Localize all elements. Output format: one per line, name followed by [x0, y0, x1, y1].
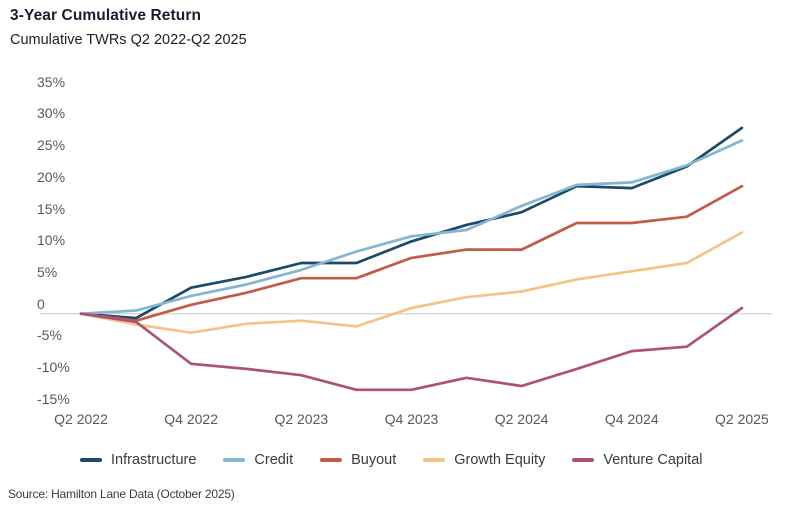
x-tick-label: Q4 2024	[604, 411, 659, 427]
y-tick-label: 25%	[37, 137, 66, 154]
y-tick-label: -10%	[37, 359, 70, 376]
legend-swatch-icon	[320, 458, 343, 462]
legend-label: Credit	[254, 452, 294, 468]
legend-item-buyout: Buyout	[320, 452, 396, 468]
legend-label: Growth Equity	[454, 452, 546, 468]
series-line-infrastructure	[79, 126, 744, 320]
chart-subtitle: Cumulative TWRs Q2 2022-Q2 2025	[10, 32, 247, 48]
x-tick-label: Q2 2024	[494, 411, 549, 427]
series-line-credit	[79, 139, 744, 316]
legend-item-infrastructure: Infrastructure	[80, 452, 196, 468]
x-tick-label: Q4 2023	[384, 411, 439, 427]
legend-label: Buyout	[351, 452, 397, 468]
legend-swatch-icon	[572, 458, 595, 462]
legend-swatch-icon	[423, 458, 446, 462]
y-tick-label: -15%	[37, 390, 70, 407]
legend-swatch-icon	[223, 458, 246, 462]
y-tick-label: 35%	[37, 73, 66, 90]
legend-label: Venture Capital	[603, 452, 703, 468]
x-tick-label: Q2 2023	[274, 411, 329, 427]
legend-item-credit: Credit	[223, 452, 293, 468]
series-line-buyout	[79, 184, 744, 323]
legend-item-growth-equity: Growth Equity	[423, 452, 545, 468]
series-line-venture-capital	[79, 306, 744, 392]
y-tick-label: 30%	[37, 105, 66, 122]
source-note: Source: Hamilton Lane Data (October 2025…	[8, 487, 235, 501]
chart-legend: Infrastructure Credit Buyout Growth Equity V…	[80, 452, 703, 468]
series-line-growth-equity	[79, 231, 744, 335]
x-tick-label: Q4 2022	[164, 411, 218, 427]
x-tick-label: Q2 2022	[54, 411, 108, 427]
y-tick-label: 5%	[37, 263, 58, 280]
y-tick-label: 0	[37, 295, 45, 312]
legend-swatch-icon	[80, 458, 102, 462]
legend-label: Infrastructure	[111, 452, 197, 468]
y-tick-label: 15%	[37, 200, 66, 217]
chart-title: 3-Year Cumulative Return	[10, 7, 202, 24]
legend-item-venture-capital: Venture Capital	[572, 452, 703, 468]
y-tick-label: 20%	[37, 168, 66, 185]
y-tick-label: -5%	[37, 327, 62, 344]
x-tick-label: Q2 2025	[715, 411, 769, 427]
y-tick-label: 10%	[37, 232, 66, 249]
